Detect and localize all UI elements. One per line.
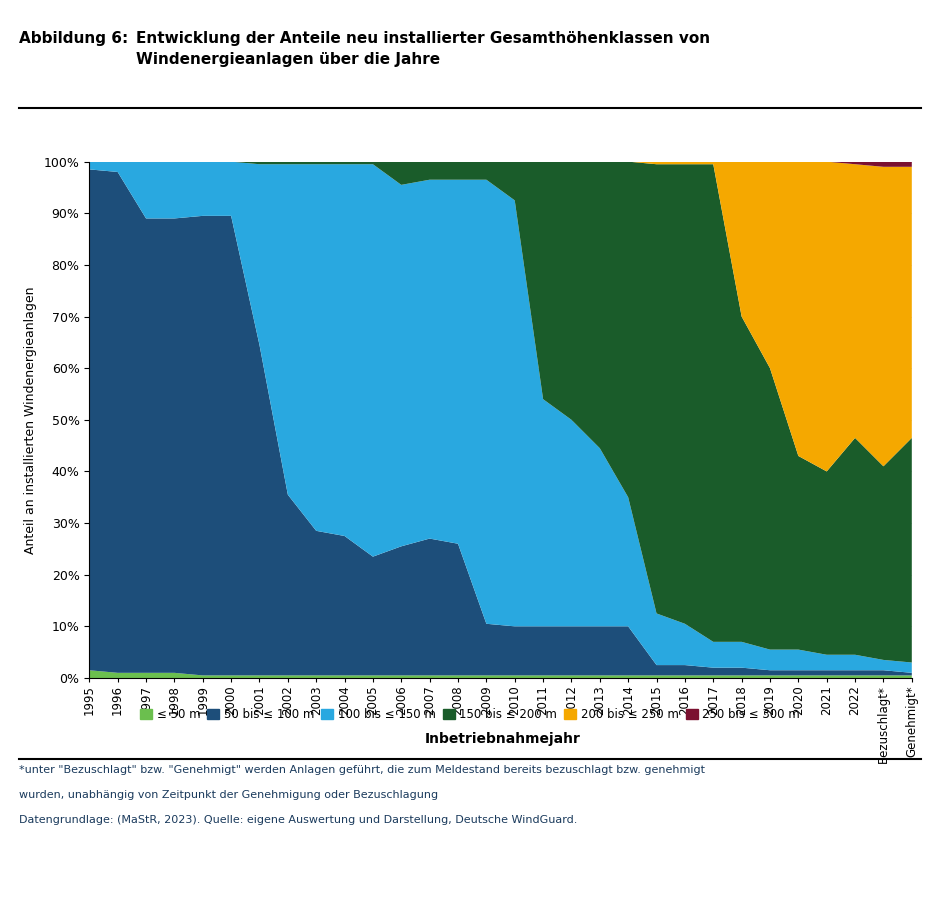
Text: *unter "Bezuschlagt" bzw. "Genehmigt" werden Anlagen geführt, die zum Meldestand: *unter "Bezuschlagt" bzw. "Genehmigt" we…: [19, 765, 705, 775]
Text: Datengrundlage: (MaStR, 2023). Quelle: eigene Auswertung und Darstellung, Deutsc: Datengrundlage: (MaStR, 2023). Quelle: e…: [19, 815, 577, 825]
Text: Entwicklung der Anteile neu installierter Gesamthöhenklassen von
Windenergieanla: Entwicklung der Anteile neu installierte…: [136, 31, 711, 67]
Text: Inbetriebnahmejahr: Inbetriebnahmejahr: [425, 732, 581, 746]
Text: Abbildung 6:: Abbildung 6:: [19, 31, 128, 47]
Legend: ≤ 50 m, 50 bis ≤ 100 m, 100 bis ≤ 150 m, 150 bis ≤ 200 m, 200 bis ≤ 250 m, 250 b: ≤ 50 m, 50 bis ≤ 100 m, 100 bis ≤ 150 m,…: [135, 703, 805, 726]
Y-axis label: Anteil an installierten Windenergieanlagen: Anteil an installierten Windenergieanlag…: [24, 286, 37, 553]
Text: wurden, unabhängig von Zeitpunkt der Genehmigung oder Bezuschlagung: wurden, unabhängig von Zeitpunkt der Gen…: [19, 790, 438, 800]
